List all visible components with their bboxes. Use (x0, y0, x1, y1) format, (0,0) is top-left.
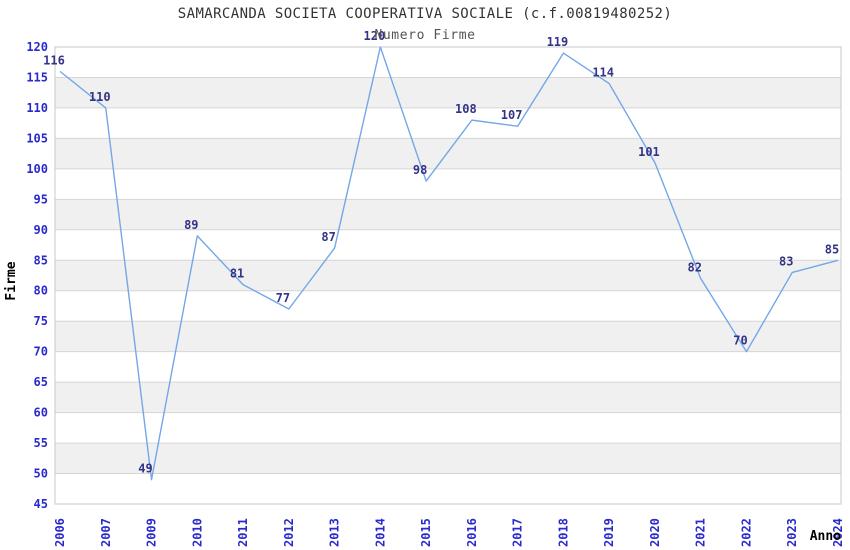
x-tick-label: 2011 (236, 518, 250, 547)
x-tick-label: 2018 (556, 518, 570, 547)
x-tick-label: 2022 (739, 518, 753, 547)
x-tick-label: 2013 (328, 518, 342, 547)
data-label: 108 (455, 102, 477, 116)
y-tick-label: 115 (26, 70, 48, 84)
y-tick-label: 75 (34, 314, 48, 328)
data-label: 116 (43, 53, 65, 67)
data-label: 49 (138, 462, 152, 476)
data-label: 82 (687, 261, 701, 275)
y-tick-label: 70 (34, 345, 48, 359)
plot-band (55, 199, 841, 230)
x-tick-label: 2019 (602, 518, 616, 547)
data-label: 107 (501, 108, 523, 122)
x-axis-title: Anno (809, 529, 841, 544)
y-tick-label: 110 (26, 101, 48, 115)
plot-band (55, 138, 841, 169)
chart-subtitle: Numero Firme (374, 28, 476, 43)
data-label: 81 (230, 267, 244, 281)
data-label: 85 (825, 242, 839, 256)
y-tick-label: 85 (34, 253, 48, 267)
chart-title: SAMARCANDA SOCIETA COOPERATIVA SOCIALE (… (177, 6, 673, 22)
data-label: 119 (547, 35, 569, 49)
x-tick-label: 2015 (419, 518, 433, 547)
y-tick-label: 60 (34, 406, 48, 420)
x-tick-label: 2009 (145, 518, 159, 547)
data-label: 77 (276, 291, 290, 305)
data-label: 98 (413, 163, 427, 177)
plot-band (55, 382, 841, 413)
data-line (59, 46, 839, 481)
x-tick-label: 2017 (511, 518, 525, 547)
plot-band (55, 443, 841, 474)
x-tick-label: 2023 (785, 518, 799, 547)
x-tick-label: 2024 (831, 518, 845, 547)
data-label: 114 (592, 66, 614, 80)
y-axis-title: Firme (4, 261, 19, 301)
data-label: 101 (638, 145, 660, 159)
y-tick-label: 105 (26, 131, 48, 145)
x-tick-label: 2006 (53, 518, 67, 547)
x-tick-label: 2020 (648, 518, 662, 547)
x-tick-label: 2012 (282, 518, 296, 547)
y-tick-label: 90 (34, 223, 48, 237)
data-label: 83 (779, 254, 793, 268)
plot-band (55, 77, 841, 108)
x-tick-label: 2010 (190, 518, 204, 547)
x-tick-label: 2007 (99, 518, 113, 547)
data-label: 89 (184, 218, 198, 232)
data-label: 87 (321, 230, 335, 244)
plot-border (54, 46, 842, 505)
plot-band (55, 260, 841, 291)
y-tick-label: 100 (26, 162, 48, 176)
x-tick-label: 2014 (373, 518, 387, 547)
data-label: 110 (89, 90, 111, 104)
data-label: 120 (364, 29, 386, 43)
plot-band (55, 321, 841, 352)
x-tick-label: 2016 (465, 518, 479, 547)
y-tick-label: 50 (34, 467, 48, 481)
y-tick-label: 80 (34, 284, 48, 298)
y-tick-label: 95 (34, 192, 48, 206)
y-tick-label: 65 (34, 375, 48, 389)
y-tick-label: 120 (26, 40, 48, 54)
y-tick-label: 45 (34, 497, 48, 511)
data-label: 70 (733, 334, 747, 348)
y-tick-label: 55 (34, 436, 48, 450)
x-tick-label: 2021 (694, 518, 708, 547)
